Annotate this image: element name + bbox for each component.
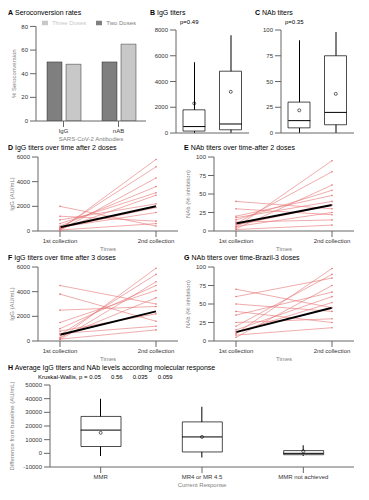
html-text:0.035: 0.035 <box>132 374 148 380</box>
svg-text:0: 0 <box>25 118 29 124</box>
svg-text:NAb (% inhibition): NAb (% inhibition) <box>185 170 191 218</box>
svg-text:0: 0 <box>27 338 31 344</box>
svg-text:20: 20 <box>21 94 28 100</box>
svg-text:30000: 30000 <box>25 409 42 415</box>
html-text:Kruskal-Wallis, p = 0.05: Kruskal-Wallis, p = 0.05 <box>38 374 101 380</box>
svg-text:MMR: MMR <box>93 474 108 480</box>
svg-text:2nd collection: 2nd collection <box>314 348 351 354</box>
svg-text:4000: 4000 <box>17 289 31 295</box>
svg-text:2nd collection: 2nd collection <box>314 238 351 244</box>
svg-text:-10000: -10000 <box>23 464 42 470</box>
html-text:A Seroconversion rates: A Seroconversion rates <box>8 9 82 16</box>
svg-text:25: 25 <box>266 104 273 110</box>
html-text:Two Doses: Two Doses <box>106 20 136 26</box>
svg-text:NAb (% inhibition): NAb (% inhibition) <box>185 280 191 328</box>
svg-text:IgG (AU/mL): IgG (AU/mL) <box>9 177 15 211</box>
svg-text:25: 25 <box>199 320 206 326</box>
svg-text:10000: 10000 <box>25 437 42 443</box>
svg-text:50000: 50000 <box>25 382 42 388</box>
svg-text:Difference from baseline (AU/m: Difference from baseline (AU/mL) <box>9 382 15 471</box>
svg-text:2nd collection: 2nd collection <box>138 348 175 354</box>
html-text:p=0.35: p=0.35 <box>285 19 304 25</box>
svg-text:6000: 6000 <box>17 154 31 160</box>
svg-text:20000: 20000 <box>25 423 42 429</box>
svg-text:60: 60 <box>21 47 28 53</box>
svg-text:2nd collection: 2nd collection <box>138 238 175 244</box>
svg-text:MR4 or MR 4.5: MR4 or MR 4.5 <box>182 474 223 480</box>
svg-text:100: 100 <box>196 264 207 270</box>
svg-text:6000: 6000 <box>155 53 169 59</box>
svg-text:Times: Times <box>276 246 292 252</box>
svg-text:% Seroconversion: % Seroconversion <box>11 49 17 98</box>
html-text:C NAb titers: C NAb titers <box>255 9 293 16</box>
html-text:0.56: 0.56 <box>111 374 123 380</box>
svg-text:1st collection: 1st collection <box>43 348 78 354</box>
svg-text:25: 25 <box>199 210 206 216</box>
svg-text:Times: Times <box>276 356 292 362</box>
svg-text:nAB: nAB <box>113 128 124 134</box>
svg-text:40000: 40000 <box>25 396 42 402</box>
svg-text:50: 50 <box>266 79 273 85</box>
svg-text:0: 0 <box>203 338 207 344</box>
svg-text:Current Response: Current Response <box>178 482 227 488</box>
svg-text:0: 0 <box>203 228 207 234</box>
svg-text:IgG: IgG <box>59 128 69 134</box>
svg-text:8000: 8000 <box>155 27 169 33</box>
svg-text:IgG (AU/mL): IgG (AU/mL) <box>9 287 15 321</box>
html-text:B IgG titers: B IgG titers <box>150 9 186 16</box>
svg-text:2000: 2000 <box>17 203 31 209</box>
svg-text:0: 0 <box>165 130 169 136</box>
svg-text:0: 0 <box>27 228 31 234</box>
svg-text:Times: Times <box>100 356 116 362</box>
html-text:Three Doses: Three Doses <box>52 20 87 26</box>
svg-text:1st collection: 1st collection <box>219 348 254 354</box>
html-text:0.059: 0.059 <box>157 374 173 380</box>
svg-text:Times: Times <box>100 246 116 252</box>
svg-text:1st collection: 1st collection <box>43 238 78 244</box>
svg-text:MMR not achieved: MMR not achieved <box>278 474 328 480</box>
html-text:p=0.49: p=0.49 <box>180 19 199 25</box>
svg-text:SARS-CoV-2 Antibodies: SARS-CoV-2 Antibodies <box>59 136 123 142</box>
svg-text:4000: 4000 <box>17 179 31 185</box>
svg-text:2000: 2000 <box>17 313 31 319</box>
svg-text:75: 75 <box>266 53 273 59</box>
svg-text:100: 100 <box>263 27 274 33</box>
html-text:F IgG titers over time after 3: F IgG titers over time after 3 doses <box>8 254 116 261</box>
svg-text:50: 50 <box>199 191 206 197</box>
html-text:G NAb titers over time-Brazil-: G NAb titers over time-Brazil-3 doses <box>184 254 300 261</box>
svg-text:1st collection: 1st collection <box>219 238 254 244</box>
svg-text:2000: 2000 <box>155 104 169 110</box>
svg-text:4000: 4000 <box>155 79 169 85</box>
svg-text:80: 80 <box>21 24 28 30</box>
svg-text:100: 100 <box>196 154 207 160</box>
svg-text:75: 75 <box>199 173 206 179</box>
svg-text:50: 50 <box>199 301 206 307</box>
svg-text:6000: 6000 <box>17 264 31 270</box>
html-text:D IgG titers over time after 2: D IgG titers over time after 2 doses <box>8 144 117 151</box>
svg-text:75: 75 <box>199 283 206 289</box>
svg-text:40: 40 <box>21 71 28 77</box>
svg-text:0: 0 <box>39 450 43 456</box>
svg-text:0: 0 <box>270 130 274 136</box>
html-text:E NAb titers over time-after 2: E NAb titers over time-after 2 doses <box>184 144 295 151</box>
html-text:H Average IgG titers and NAb l: H Average IgG titers and NAb levels acco… <box>8 364 216 371</box>
